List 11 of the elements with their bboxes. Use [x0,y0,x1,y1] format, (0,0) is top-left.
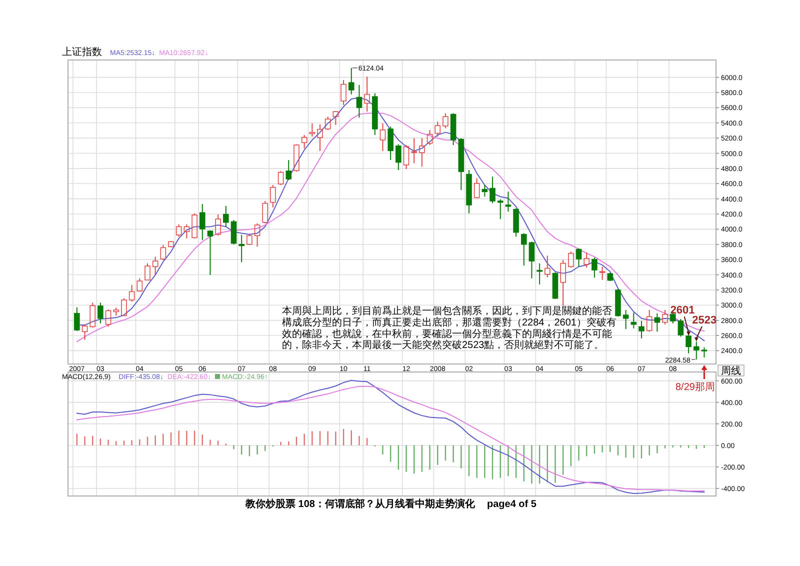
annotation: 8/29那周 [676,382,715,393]
annotation: 教你炒股票 108：何谓底部？从月线看中期走势演化 [246,499,475,510]
annotation: 2523 [692,314,717,342]
annotation: 本周與上周比，到目前爲止就是一個包含關系，因此，到下周是關鍵的能否構成底分型的日子，而真正要走出底部，那還需要對（2284，2601）突破有效的確認，也就說，在中秋前，要確認一個分型意義下的周綫行情是不可能的，除非今天，本周最後一天能突然突破2523點，否則就絕對不可能了。 [282,306,616,352]
annotation: 8/29那周 [676,365,715,393]
xlabel: 周线 [718,364,744,377]
annotation: 2523 [692,314,717,326]
x-axis-title: 周线 [721,365,741,377]
annotation: 2601 [670,304,695,316]
chart-title: 上证指数 [62,46,102,58]
annotation: page4 of 5 [487,499,536,510]
